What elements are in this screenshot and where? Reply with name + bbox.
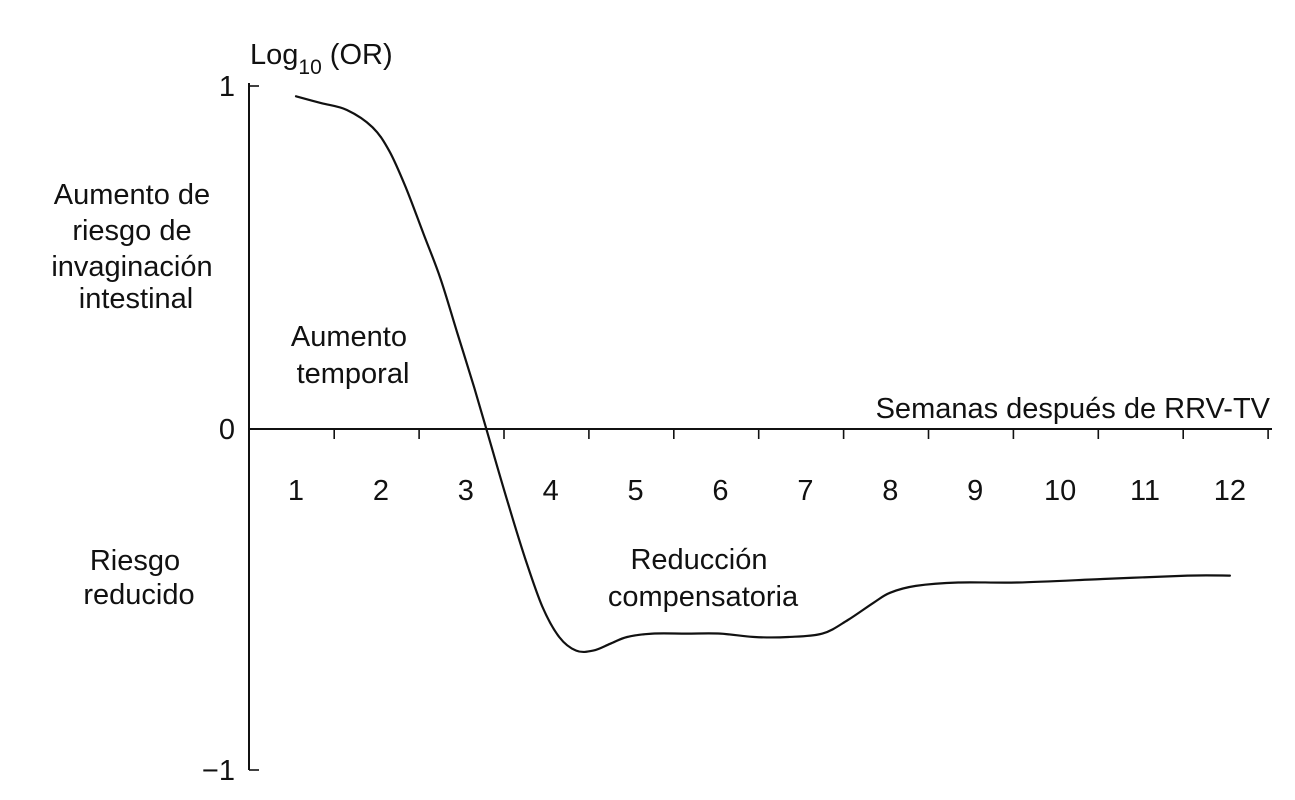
series-line-0 bbox=[294, 95, 1231, 654]
annotation-reduced-risk-line-2: reducido bbox=[83, 579, 194, 611]
y-axis-title: Log10 (OR) bbox=[250, 39, 393, 79]
annotation-reduced-risk: Riesgo reducido bbox=[83, 545, 194, 611]
x-tick-label-11: 11 bbox=[1130, 475, 1160, 507]
y-axis-title-subscript: 10 bbox=[298, 56, 321, 79]
y-tick-label-1: 0 bbox=[219, 414, 235, 446]
annotation-increase-risk-line-4: intestinal bbox=[79, 283, 193, 315]
x-tick-label-7: 7 bbox=[797, 475, 813, 507]
x-tick-label-8: 8 bbox=[882, 475, 898, 507]
x-tick-label-1: 1 bbox=[288, 475, 304, 507]
annotation-reduced-risk-line-1: Riesgo bbox=[90, 545, 180, 577]
y-ticks-group: 1 0 −1 bbox=[202, 71, 259, 787]
annotation-compensatory-reduction: Reducción compensatoria bbox=[608, 544, 799, 613]
annotation-increase-risk: Aumento de riesgo de invaginación intest… bbox=[51, 179, 220, 315]
y-axis-title-rest: (OR) bbox=[322, 39, 393, 71]
y-tick-label-0: 1 bbox=[219, 71, 235, 103]
annotation-temporary-increase: Aumento temporal bbox=[291, 321, 415, 390]
annotation-increase-risk-line-1: Aumento de bbox=[54, 179, 210, 211]
annotation-temporary-increase-line-2: temporal bbox=[297, 358, 410, 390]
annotation-compensatory-reduction-line-2: compensatoria bbox=[608, 581, 799, 613]
x-tick-label-2: 2 bbox=[373, 475, 389, 507]
y-tick-label-2: −1 bbox=[202, 755, 235, 787]
x-tick-label-4: 4 bbox=[543, 475, 559, 507]
annotation-increase-risk-line-3: invaginación bbox=[51, 251, 212, 283]
x-tick-label-5: 5 bbox=[628, 475, 644, 507]
annotation-temporary-increase-line-1: Aumento bbox=[291, 321, 407, 353]
x-tick-label-6: 6 bbox=[712, 475, 728, 507]
x-tick-label-3: 3 bbox=[458, 475, 474, 507]
x-axis-title: Semanas después de RRV-TV bbox=[876, 393, 1271, 425]
x-tick-label-9: 9 bbox=[967, 475, 983, 507]
series-group bbox=[294, 95, 1231, 654]
x-tick-label-12: 12 bbox=[1214, 475, 1246, 507]
y-axis-title-base: Log bbox=[250, 39, 298, 71]
annotation-compensatory-reduction-line-1: Reducción bbox=[630, 544, 767, 576]
annotation-increase-risk-line-2: riesgo de bbox=[72, 215, 191, 247]
x-tick-label-10: 10 bbox=[1044, 475, 1076, 507]
x-ticks-group: 1 2 3 4 5 6 7 8 9 10 11 12 bbox=[288, 429, 1269, 507]
